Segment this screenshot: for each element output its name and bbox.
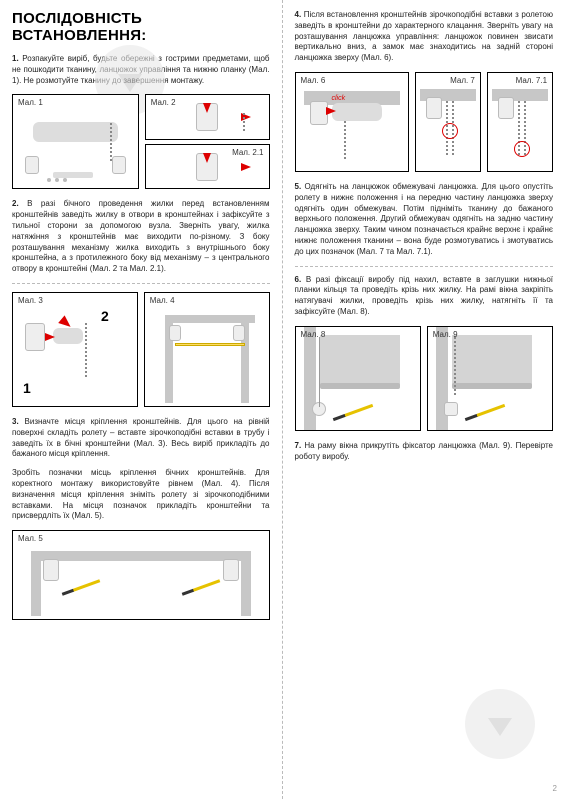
figure-4-label: Мал. 4 [150,296,175,305]
step-4-text: 4. Після встановлення кронштейнів зірочк… [295,10,554,64]
step-5-text: 5. Одягніть на ланцюжок обмежувачі ланцю… [295,182,554,258]
figure-9-label: Мал. 9 [433,330,458,339]
step-7-text: 7. На раму вікна прикрутіть фіксатор лан… [295,441,554,463]
figure-3-label: Мал. 3 [18,296,43,305]
badge-1: 1 [23,380,31,396]
figure-2-1: Мал. 2.1 [145,144,270,190]
divider-right [295,266,554,267]
click-label: click [332,95,346,102]
figure-2: Мал. 2 [145,94,270,140]
page-number: 2 [553,784,557,793]
figure-7-1: Мал. 7.1 [487,72,553,172]
figure-1: Мал. 1 [12,94,139,189]
page-title: ПОСЛІДОВНІСТЬ ВСТАНОВЛЕННЯ: [12,10,270,44]
figure-4: Мал. 4 [144,292,270,407]
figure-7-label: Мал. 7 [450,76,475,85]
step-3a-text: 3. Визначте місця кріплення кронштейнів.… [12,417,270,460]
figure-7-1-label: Мал. 7.1 [516,76,547,85]
step-2-text: 2. В разі бічного проведення жилки перед… [12,199,270,275]
figure-2-label: Мал. 2 [151,98,176,107]
figure-5-label: Мал. 5 [18,534,43,543]
watermark-icon-2 [465,689,535,759]
figure-9: Мал. 9 [427,326,553,431]
figure-8: Мал. 8 [295,326,421,431]
figure-2-1-label: Мал. 2.1 [232,148,263,157]
step-6-text: 6. В разі фіксації виробу під нахил, вст… [295,275,554,318]
figure-1-label: Мал. 1 [18,98,43,107]
figure-6: Мал. 6 click [295,72,409,172]
figure-7: Мал. 7 [415,72,481,172]
badge-2: 2 [101,308,109,324]
divider [12,283,270,284]
step-3b-text: Зробіть позначки місць кріплення бічних … [12,468,270,522]
figure-6-label: Мал. 6 [301,76,326,85]
figure-5: Мал. 5 [12,530,270,620]
figure-3: Мал. 3 1 2 [12,292,138,407]
left-column: ПОСЛІДОВНІСТЬ ВСТАНОВЛЕННЯ: 1. Розпакуйт… [0,0,283,799]
figure-8-label: Мал. 8 [301,330,326,339]
right-column: 4. Після встановлення кронштейнів зірочк… [283,0,565,799]
